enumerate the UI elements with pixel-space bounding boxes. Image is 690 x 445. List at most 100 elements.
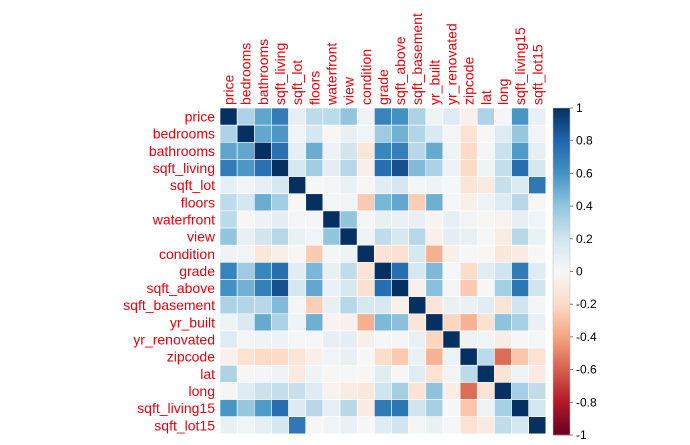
heatmap-cell [476, 279, 495, 297]
heatmap-cell [511, 416, 529, 435]
colorbar-segment [553, 179, 570, 182]
colorbar-segment [553, 161, 570, 164]
colorbar-segment [553, 265, 570, 268]
heatmap-cell [356, 159, 375, 177]
heatmap-cell [459, 227, 478, 246]
heatmap-cell [254, 296, 272, 315]
heatmap-cell [528, 399, 547, 417]
column-label-grade: grade [375, 69, 391, 105]
heatmap-cell [339, 364, 358, 383]
colorbar-segment [553, 124, 570, 127]
heatmap-cell [494, 262, 512, 280]
heatmap-cell [236, 416, 255, 435]
colorbar-segment [553, 277, 570, 281]
heatmap-cell [374, 210, 392, 229]
heatmap-cell [476, 399, 495, 417]
column-label-zipcode: zipcode [461, 57, 477, 105]
colorbar-segment [553, 394, 570, 397]
heatmap-cell [236, 142, 255, 160]
heatmap-cell [322, 262, 341, 280]
heatmap-cell [288, 279, 307, 297]
colorbar-segment [553, 208, 570, 211]
heatmap-cell [442, 382, 461, 400]
heatmap-cell [511, 364, 529, 383]
heatmap-cell [288, 193, 307, 212]
heatmap-cell [356, 193, 375, 212]
heatmap-cell [219, 399, 238, 417]
column-label-floors: floors [306, 71, 322, 105]
heatmap-cell [528, 296, 547, 315]
heatmap-cell [374, 107, 392, 126]
heatmap-cell [425, 399, 444, 417]
row-label-waterfront: waterfront [152, 211, 215, 227]
heatmap-cell [271, 124, 289, 143]
heatmap-cell [425, 193, 444, 212]
colorbar-segment [553, 283, 570, 287]
colorbar-segment [553, 330, 570, 334]
heatmap-cell [511, 159, 529, 177]
heatmap-cell [528, 279, 547, 297]
colorbar-segment [553, 267, 570, 270]
heatmap-cell [425, 107, 444, 126]
heatmap-cell [494, 227, 512, 246]
colorbar-segment [553, 259, 570, 262]
heatmap-cell [442, 159, 461, 177]
colorbar-segment [553, 144, 570, 148]
heatmap-cell [459, 399, 478, 417]
colorbar-segment [553, 410, 570, 413]
heatmap-cell [459, 142, 478, 160]
colorbar-segment [553, 412, 570, 415]
heatmap-cell [219, 279, 238, 297]
colorbar-segment [553, 251, 570, 254]
colorbar-segment [553, 379, 570, 383]
colorbar-segment [553, 289, 570, 293]
heatmap-cell [271, 416, 289, 435]
colorbar-segment [553, 130, 570, 133]
colorbar-segment [553, 418, 570, 422]
heatmap-cell [356, 124, 375, 143]
colorbar-segment [553, 426, 570, 430]
heatmap-cell [459, 159, 478, 177]
column-label-sqft_living: sqft_living [272, 43, 288, 105]
column-label-price: price [221, 74, 237, 105]
colorbar-segment [553, 316, 570, 319]
colorbar-segment [553, 146, 570, 150]
colorbar-segment [553, 230, 570, 234]
heatmap-cell [236, 262, 255, 280]
heatmap-cell [476, 382, 495, 400]
column-label-bathrooms: bathrooms [255, 39, 271, 105]
colorbar-segment [553, 304, 570, 307]
heatmap-cell [442, 210, 461, 229]
colorbar-segment [553, 369, 570, 373]
heatmap-cell [305, 296, 324, 315]
heatmap-cell [391, 193, 409, 212]
heatmap-cell [305, 416, 324, 435]
colorbar-segment [553, 249, 570, 252]
heatmap-cell [339, 296, 358, 315]
heatmap-cell [511, 176, 529, 195]
colorbar-segment [553, 293, 570, 297]
colorbar-segment [553, 255, 570, 258]
heatmap-cell [528, 193, 547, 212]
colorbar-segment [553, 232, 570, 236]
colorbar-segment [553, 142, 570, 146]
heatmap-cell [356, 210, 375, 229]
heatmap-cell [271, 330, 289, 349]
colorbar-tick-label: 1 [576, 101, 583, 115]
heatmap-cell [494, 382, 512, 400]
heatmap-cell [476, 159, 495, 177]
heatmap-cell [271, 176, 289, 195]
heatmap-cell [374, 244, 392, 263]
colorbar-segment [553, 291, 570, 295]
heatmap-cell [305, 107, 324, 126]
heatmap-cell [271, 159, 289, 177]
colorbar-segment [553, 406, 570, 409]
heatmap-cell [494, 107, 512, 126]
heatmap-cell [305, 193, 324, 212]
colorbar-segment [553, 120, 570, 123]
colorbar-segment [553, 214, 570, 217]
heatmap-cell [442, 364, 461, 383]
heatmap-cell [442, 107, 461, 126]
colorbar-segment [553, 116, 570, 119]
heatmap-cell [425, 227, 444, 246]
